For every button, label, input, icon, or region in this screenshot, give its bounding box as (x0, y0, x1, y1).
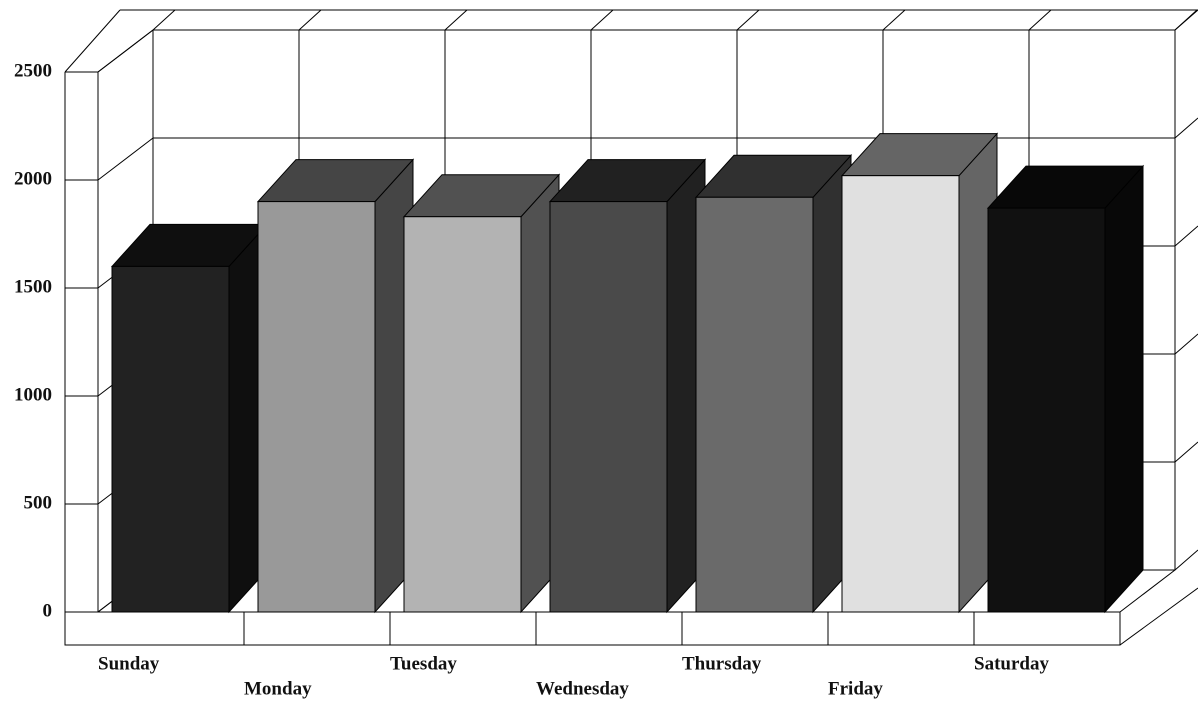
y-tick-label: 2500 (14, 60, 52, 81)
right-tick (1174, 9, 1198, 31)
y-tick-label: 1500 (14, 276, 52, 297)
x-tick-label: Friday (828, 678, 883, 699)
top-edge-diagonal (152, 9, 176, 31)
x-tick-label: Wednesday (536, 678, 629, 699)
x-tick-label: Sunday (98, 653, 160, 674)
grid-line (97, 137, 154, 181)
right-tick (1174, 117, 1198, 139)
floor-edge (1119, 587, 1198, 646)
y-tick-label: 500 (24, 492, 53, 513)
x-tick-label: Tuesday (390, 653, 457, 674)
y-tick-label: 2000 (14, 168, 52, 189)
top-edge-diagonal (1028, 9, 1052, 31)
right-tick (1174, 333, 1198, 355)
bar-side (1104, 164, 1144, 614)
bar (111, 265, 230, 613)
x-tick-label: Monday (244, 678, 312, 699)
right-tick (1174, 549, 1198, 571)
top-edge-diagonal (444, 9, 468, 31)
y-tick-label: 0 (43, 600, 53, 621)
left-wall-edge (64, 9, 121, 73)
grid-line (97, 29, 154, 73)
top-edge-diagonal (736, 9, 760, 31)
right-tick (1174, 441, 1198, 463)
bar (987, 207, 1106, 613)
bar (549, 201, 668, 613)
top-edge-diagonal (590, 9, 614, 31)
x-tick-label: Thursday (682, 653, 762, 674)
floor-ledge (64, 611, 1121, 646)
bar (841, 175, 960, 613)
top-edge-diagonal (882, 9, 906, 31)
right-tick (1174, 225, 1198, 247)
y-tick-label: 1000 (14, 384, 52, 405)
bar (403, 216, 522, 613)
top-edge-diagonal (298, 9, 322, 31)
x-tick-label: Saturday (974, 653, 1049, 674)
floor-edge (1119, 569, 1176, 613)
bar (695, 196, 814, 613)
bar (257, 201, 376, 613)
